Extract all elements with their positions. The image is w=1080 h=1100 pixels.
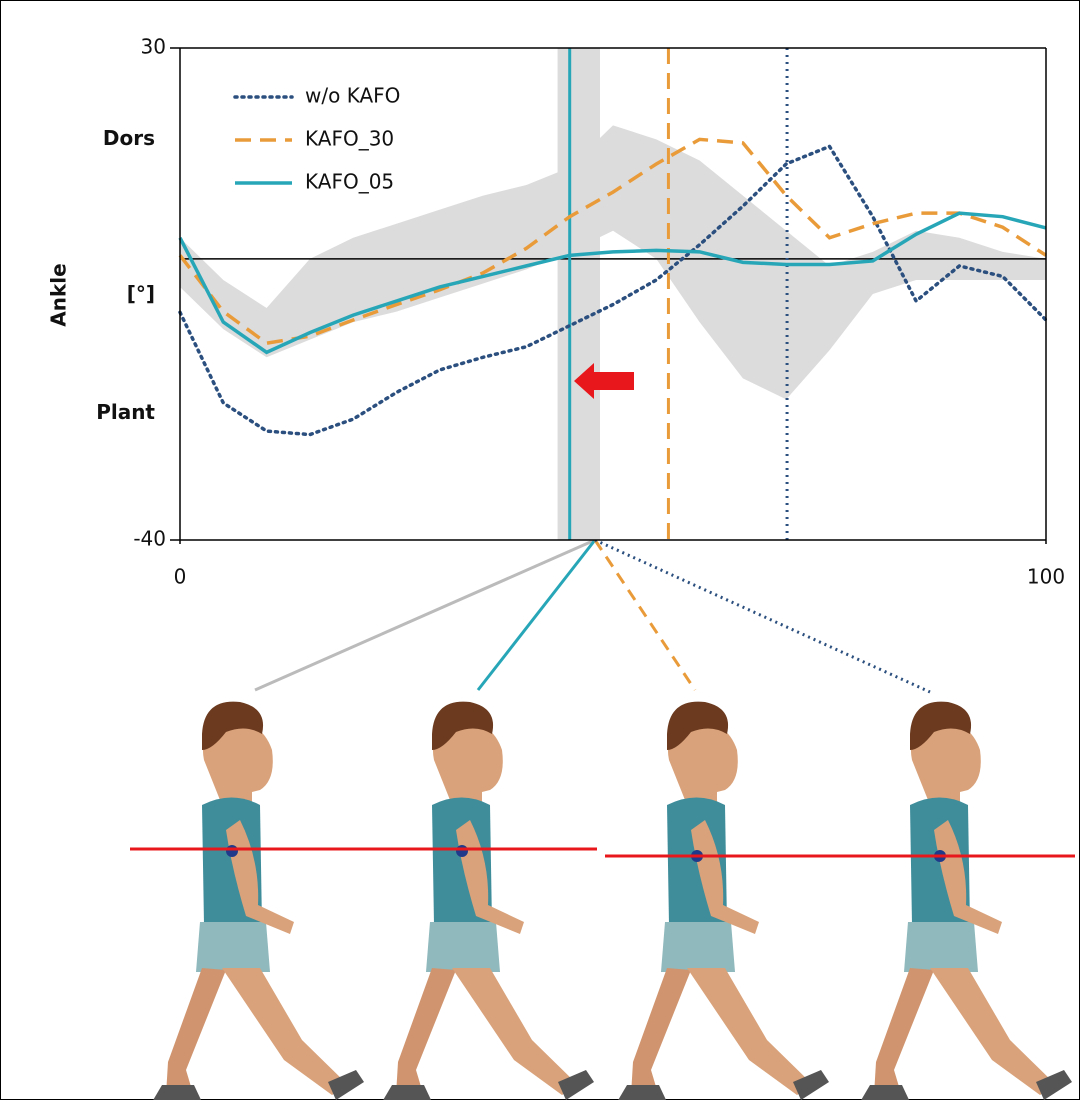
hip-marker xyxy=(226,845,238,857)
y-tick-label: 30 xyxy=(141,35,166,59)
hip-marker xyxy=(456,845,468,857)
x-tick-label: 0 xyxy=(174,565,187,589)
y-annotation: Dors xyxy=(103,126,155,150)
y-unit: [°] xyxy=(127,282,155,306)
y-axis-label: Ankle xyxy=(47,263,71,326)
y-tick-label: -40 xyxy=(133,527,166,551)
normal-event-range xyxy=(558,48,600,540)
legend-label: w/o KAFO xyxy=(305,84,400,108)
figure: -40 30 0 100 Dors Plant [°] Ankle w/o KAFO KAFO_3… xyxy=(0,0,1080,1100)
x-tick-label: 100 xyxy=(1027,565,1065,589)
legend-label: KAFO_05 xyxy=(305,170,394,194)
legend-label: KAFO_30 xyxy=(305,127,394,151)
y-annotation: Plant xyxy=(96,400,155,424)
